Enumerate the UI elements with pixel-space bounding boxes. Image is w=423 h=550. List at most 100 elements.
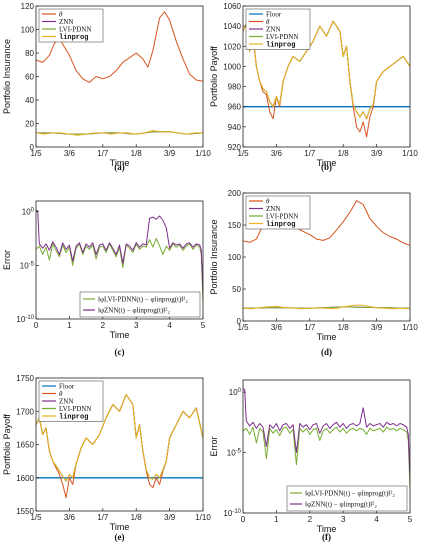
panel-caption: (c) [115, 347, 125, 357]
y-tick-label: 980 [228, 83, 242, 92]
x-axis-label: Time [110, 158, 130, 168]
legend-label: ‖φLVI-PDNN(t) − φlinprog(t)‖²₂ [305, 490, 395, 498]
legend-label: θ [266, 18, 270, 26]
panel-c: 0 1 2 3 4 5 100 10-5 10-10 Time Error (c) ‖φLVI-PDNN… [2, 200, 206, 357]
y-axis-label: Error [2, 250, 12, 270]
y-tick-label: 10-5 [20, 261, 35, 270]
x-tick-label: 0 [34, 321, 39, 330]
x-tick-label: 1/7 [304, 149, 316, 158]
x-tick-label: 3/6 [64, 513, 76, 522]
x-tick-label: 5 [408, 515, 413, 524]
series-line-a-0 [36, 11, 203, 83]
x-tick-label: 4 [167, 321, 172, 330]
panel-a: 1/5 3/6 1/7 1/8 3/9 1/10 0 20 40 60 80 100 120 Time Po… [2, 2, 211, 172]
legend-label: linprog [59, 34, 88, 42]
panel-caption: (a) [114, 162, 125, 172]
legend-label: LVI-PDNN [59, 26, 91, 34]
x-tick-label: 1/8 [131, 149, 143, 158]
y-tick-label: 10-5 [227, 449, 242, 458]
legend-label: θ [59, 11, 63, 19]
x-tick-label: 2 [101, 321, 106, 330]
x-tick-label: 2 [308, 515, 313, 524]
series-group-f [243, 388, 410, 489]
y-axis-label: Error [209, 436, 219, 456]
x-tick-label: 1/7 [97, 149, 109, 158]
legend-label: linprog [266, 221, 295, 229]
x-tick-label: 3/9 [164, 513, 176, 522]
x-tick-label: 1/10 [195, 149, 211, 158]
legend-box [79, 291, 201, 318]
series-group-b [243, 20, 410, 138]
y-tick-label: 940 [228, 123, 242, 132]
y-tick-label: 960 [228, 103, 242, 112]
y-tick-label: 10-10 [223, 509, 241, 518]
x-tick-label: 0 [241, 515, 246, 524]
y-tick-label: 100 [228, 253, 242, 262]
axes-box-c [35, 200, 204, 320]
series-group-a [36, 11, 203, 136]
y-tick-label: 1000 [223, 62, 241, 71]
legend-label: LVI-PDNN [266, 213, 298, 221]
y-tick-label: 1040 [223, 22, 241, 31]
legend-label: ZNN [59, 18, 73, 26]
series-line-c-0 [36, 238, 203, 303]
legend-label: LVI-PDNN [266, 33, 298, 41]
series-group-c [36, 210, 203, 303]
y-tick-label: 1700 [16, 407, 34, 416]
y-tick-label: 0 [237, 317, 242, 326]
y-tick-label: 60 [25, 73, 34, 82]
y-tick-label: 1550 [16, 507, 34, 516]
x-tick-label: 3/6 [64, 149, 76, 158]
y-tick-label: 20 [25, 120, 34, 129]
legend-label: ‖φZNN(t) − φlinprog(t)‖²₂ [305, 501, 377, 509]
x-tick-label: 5 [201, 321, 206, 330]
series-line-f-1 [243, 388, 410, 477]
panel-e: 1/5 3/6 1/7 1/8 3/9 1/10 1550 1600 1650 1700 1750 T… [2, 374, 211, 542]
y-tick-label: 150 [228, 221, 242, 230]
x-tick-label: 1/10 [195, 513, 211, 522]
x-tick-label: 3/9 [164, 149, 176, 158]
x-tick-label: 1 [274, 515, 279, 524]
x-tick-label: 1/10 [402, 323, 418, 332]
x-tick-label: 1/5 [237, 149, 249, 158]
legend-label: ZNN [266, 205, 280, 213]
y-axis-label: Portfolio Insurance [209, 219, 219, 294]
x-tick-label: 1 [67, 321, 72, 330]
legend-c: ‖φLVI-PDNN(t) − φlinprog(t)‖²₂ ‖φZNN(t) −… [79, 291, 201, 318]
series-line-c-1 [36, 210, 203, 293]
y-tick-label: 100 [229, 388, 242, 397]
series-line-d-3 [243, 304, 410, 310]
x-tick-label: 1/5 [30, 513, 42, 522]
panel-caption: (f) [322, 532, 331, 542]
y-tick-label: 0 [30, 143, 35, 152]
x-tick-label: 3 [341, 515, 346, 524]
x-tick-label: 1/8 [338, 323, 350, 332]
legend-label: Floor [59, 383, 75, 391]
x-tick-label: 1/10 [402, 149, 418, 158]
legend-label: θ [266, 198, 270, 206]
legend-label: linprog [266, 42, 295, 50]
y-tick-label: 100 [21, 26, 35, 35]
series-line-b-4 [243, 20, 410, 120]
legend-label: ‖φLVI-PDNN(t) − φlinprog(t)‖²₂ [98, 296, 188, 304]
y-tick-label: 50 [232, 285, 241, 294]
legend-label: ZNN [266, 26, 280, 34]
x-axis-label: Time [110, 330, 130, 340]
panel-f: 0 1 2 3 4 5 100 10-5 10-10 Time Error (f) ‖φLVI-PDNN… [209, 379, 413, 542]
legend-label: θ [59, 390, 63, 398]
x-axis-label: Time [317, 524, 337, 534]
y-tick-label: 40 [25, 96, 34, 105]
y-tick-label: 120 [21, 2, 35, 11]
y-axis-label: Portfolio Payoff [209, 46, 219, 107]
x-tick-label: 1/5 [30, 149, 42, 158]
y-tick-label: 920 [228, 143, 242, 152]
x-tick-label: 4 [374, 515, 379, 524]
x-tick-label: 1/7 [97, 513, 109, 522]
legend-label: linprog [59, 414, 88, 422]
x-axis-label: Time [317, 158, 337, 168]
axes-box-b [242, 5, 411, 148]
x-tick-label: 1/8 [131, 513, 143, 522]
y-axis-label: Portfolio Insurance [2, 39, 12, 114]
